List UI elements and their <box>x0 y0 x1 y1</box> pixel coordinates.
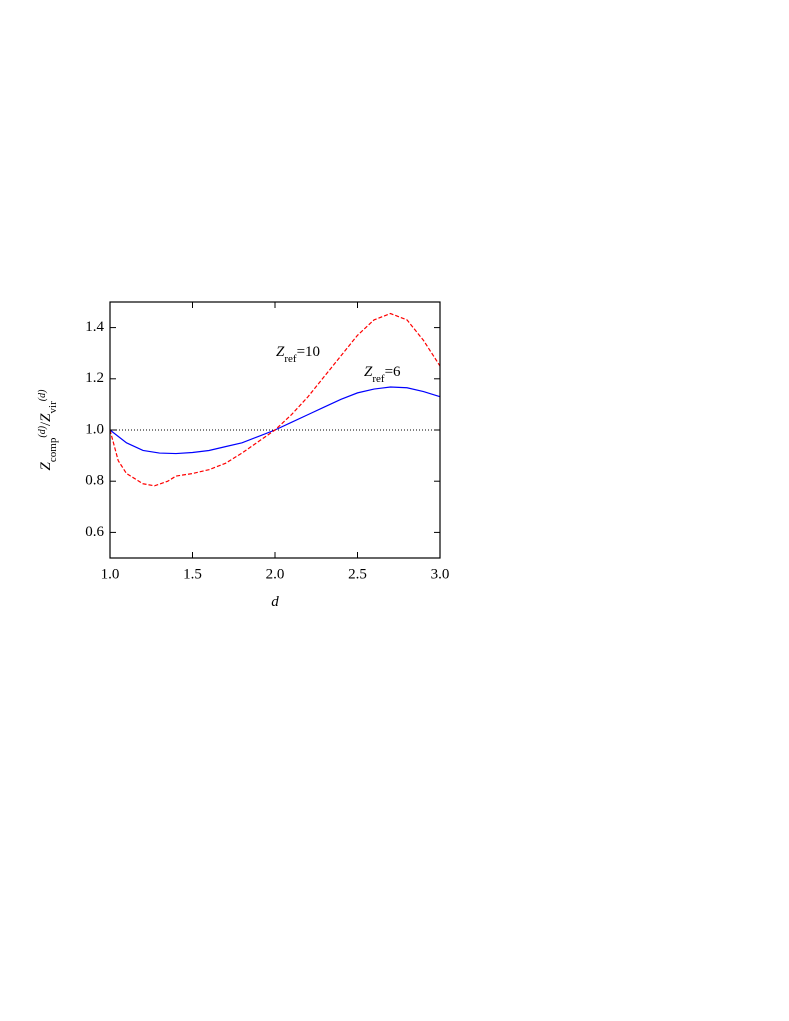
x-tick-label: 2.5 <box>348 566 367 582</box>
x-tick-label: 3.0 <box>431 566 450 582</box>
y-tick-label: 0.6 <box>85 524 104 540</box>
label-part: comp <box>47 437 59 462</box>
annotation: Zref=6 <box>364 364 401 385</box>
x-tick-label: 1.0 <box>101 566 120 582</box>
label-part: Z <box>276 344 285 360</box>
y-tick-label: 0.8 <box>85 473 104 489</box>
data-line <box>109 312 441 487</box>
label-part: vir <box>47 401 59 414</box>
x-tick-label: 1.5 <box>183 566 202 582</box>
y-tick-label: 1.4 <box>85 319 104 335</box>
label-part: (d) <box>37 425 48 437</box>
label-part: (d) <box>37 389 48 401</box>
label-part: ref <box>372 373 385 385</box>
label-part: / <box>38 421 54 426</box>
x-axis-label: d <box>271 594 279 610</box>
label-part: Z <box>38 413 54 422</box>
x-tick-label: 2.0 <box>266 566 285 582</box>
label-part: ref <box>284 353 297 365</box>
label-part: =6 <box>385 364 401 380</box>
data-line <box>109 386 441 455</box>
annotation: Zref=10 <box>276 344 320 365</box>
label-part: Z <box>364 364 373 380</box>
y-tick-label: 1.2 <box>85 370 104 386</box>
label-part: Z <box>38 461 54 470</box>
label-part: =10 <box>297 344 320 360</box>
y-axis-label: Zcomp(d)/Zvir(d) <box>37 389 60 471</box>
y-tick-label: 1.0 <box>85 421 104 437</box>
